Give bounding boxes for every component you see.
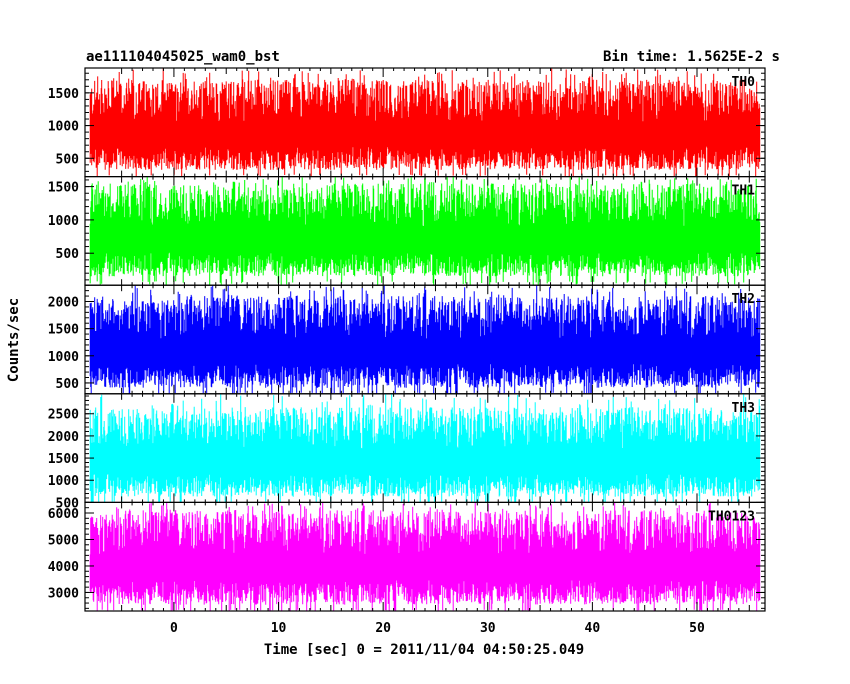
y-tick-label: 4000 (48, 560, 79, 575)
panel-th3: 500 1000 1500 2000 2500 TH3 (48, 393, 766, 511)
y-tick-label: 500 (56, 496, 80, 511)
x-tick-label: 50 (689, 621, 705, 636)
y-tick-label: 1000 (48, 120, 79, 135)
y-tick-label: 2500 (48, 408, 79, 423)
panels-group: 500 1000 1500 TH0 500 1000 1500 TH1 500 1000 1500 2… (48, 67, 766, 612)
series-th0 (89, 68, 761, 177)
panel-th0: 500 1000 1500 TH0 (48, 67, 766, 178)
panel-th0123: 3000 4000 5000 6000 TH0123 (48, 501, 766, 612)
panel-label-th2: TH2 (732, 292, 755, 307)
y-tick-label: 1000 (48, 350, 79, 365)
x-axis-label: Time [sec] 0 = 2011/11/04 04:50:25.049 (264, 642, 584, 658)
series-th2 (89, 285, 761, 394)
panel-label-th3: TH3 (732, 401, 755, 416)
panel-label-th0: TH0 (732, 75, 756, 90)
series-th1 (89, 176, 761, 286)
x-tick-label: 10 (271, 621, 287, 636)
x-tick-label: 20 (375, 621, 391, 636)
y-tick-label: 3000 (48, 586, 79, 601)
x-tick-label: 40 (585, 621, 601, 636)
chart-title: ae111104045025_wam0_bst (86, 49, 280, 65)
y-tick-label: 1500 (48, 181, 79, 196)
y-tick-label: 1500 (48, 87, 79, 102)
y-axis-label: Counts/sec (6, 298, 22, 382)
series-th3 (89, 394, 761, 503)
x-axis: 0 10 20 30 40 50 (170, 621, 705, 636)
y-tick-label: 1500 (48, 452, 79, 467)
panel-th2: 500 1000 1500 2000 TH2 (48, 284, 766, 395)
y-tick-label: 2000 (48, 430, 79, 445)
series-th0123 (89, 502, 761, 611)
x-tick-label: 30 (480, 621, 496, 636)
y-tick-label: 5000 (48, 533, 79, 548)
y-tick-label: 1000 (48, 474, 79, 489)
y-tick-label: 1000 (48, 214, 79, 229)
panel-label-th1: TH1 (732, 184, 756, 199)
y-tick-label: 6000 (48, 507, 79, 522)
y-tick-label: 2000 (48, 295, 79, 310)
y-tick-label: 1500 (48, 323, 79, 338)
y-tick-label: 500 (56, 247, 80, 262)
y-tick-label: 500 (56, 377, 80, 392)
panel-th1: 500 1000 1500 TH1 (48, 176, 766, 286)
x-tick-label: 0 (170, 621, 178, 636)
y-tick-label: 500 (56, 152, 80, 167)
bin-time-label: Bin time: 1.5625E-2 s (603, 49, 780, 65)
panel-label-th0123: TH0123 (708, 509, 755, 524)
